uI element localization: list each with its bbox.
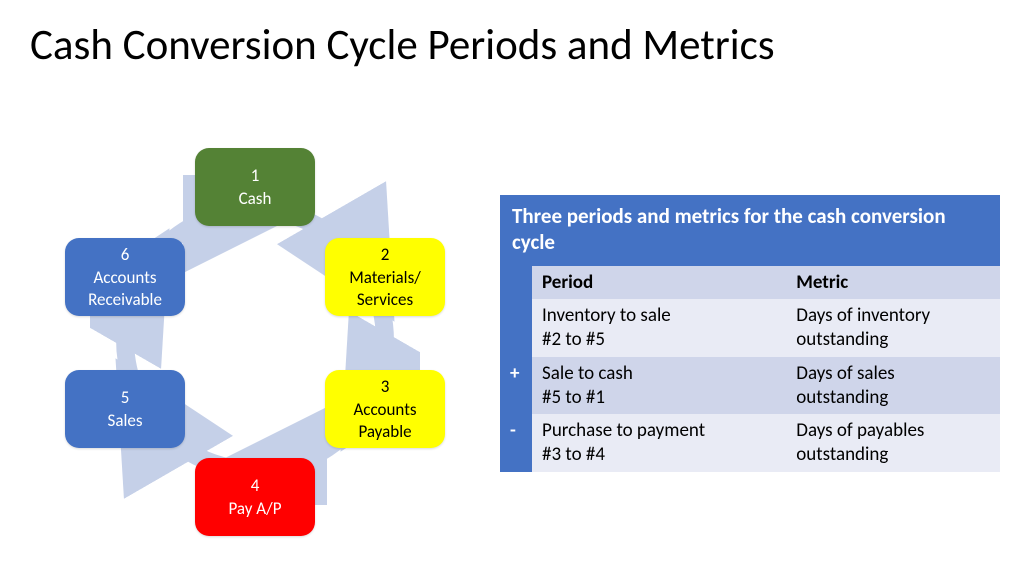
node-label: Cash (239, 188, 272, 209)
row-symbol: + (500, 357, 532, 415)
table-row: + Sale to cash#5 to #1 Days of salesouts… (500, 357, 1000, 415)
table-row: Inventory to sale#2 to #5 Days of invent… (500, 299, 1000, 357)
metrics-table: Three periods and metrics for the cash c… (500, 195, 1000, 472)
row-period: Sale to cash#5 to #1 (532, 357, 786, 415)
row-symbol (500, 299, 532, 357)
node-number: 6 (121, 244, 130, 265)
table-row: - Purchase to payment#3 to #4 Days of pa… (500, 414, 1000, 472)
node-label: Materials/ Services (331, 267, 439, 310)
node-number: 1 (251, 165, 260, 186)
cycle-node-4: 4 Pay A/P (195, 458, 315, 536)
table-title: Three periods and metrics for the cash c… (500, 195, 1000, 266)
cycle-node-2: 2 Materials/ Services (325, 238, 445, 316)
node-number: 5 (121, 387, 130, 408)
table-header-sym (500, 266, 532, 300)
cycle-node-6: 6 Accounts Receivable (65, 238, 185, 316)
row-metric: Days of salesoutstanding (786, 357, 1000, 415)
row-period: Inventory to sale#2 to #5 (532, 299, 786, 357)
row-metric: Days of inventoryoutstanding (786, 299, 1000, 357)
row-symbol: - (500, 414, 532, 472)
table-header-metric: Metric (786, 266, 1000, 300)
node-label: Sales (108, 410, 143, 431)
node-number: 4 (251, 475, 260, 496)
cycle-diagram: 1 Cash 2 Materials/ Services 3 Accounts … (35, 140, 475, 540)
table-header-period: Period (532, 266, 786, 300)
node-label: Pay A/P (229, 498, 282, 519)
node-label: Accounts Receivable (71, 267, 179, 310)
row-period: Purchase to payment#3 to #4 (532, 414, 786, 472)
row-metric: Days of payablesoutstanding (786, 414, 1000, 472)
table-body: Period Metric Inventory to sale#2 to #5 … (500, 266, 1000, 472)
node-number: 3 (381, 376, 390, 397)
cycle-node-3: 3 Accounts Payable (325, 370, 445, 448)
table-header-row: Period Metric (500, 266, 1000, 300)
cycle-node-1: 1 Cash (195, 148, 315, 226)
node-number: 2 (381, 244, 390, 265)
node-label: Accounts Payable (331, 399, 439, 442)
page-title: Cash Conversion Cycle Periods and Metric… (30, 18, 994, 71)
cycle-node-5: 5 Sales (65, 370, 185, 448)
